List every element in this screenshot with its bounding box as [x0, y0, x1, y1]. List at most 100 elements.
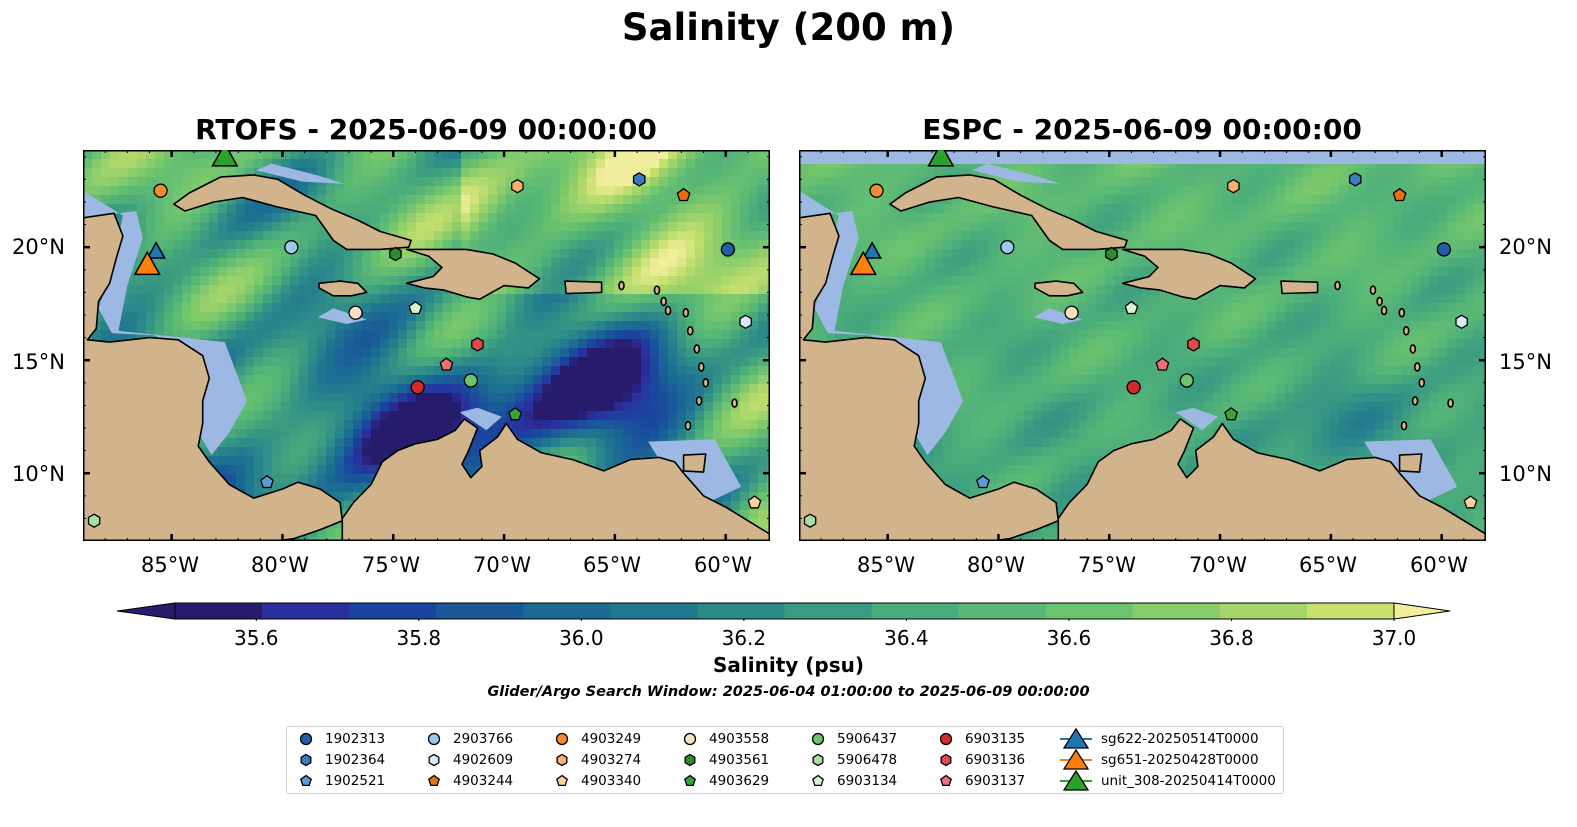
colorbar-tick-label: 36.2 [721, 626, 767, 650]
obs-marker-4903561 [389, 246, 402, 262]
obs-marker-1902521 [260, 474, 274, 489]
legend-label: 5906478 [837, 752, 898, 768]
legend-label: 4903244 [453, 773, 514, 789]
lat-tick-label: 10°N [1499, 462, 1552, 486]
colorbar-segment [958, 603, 1047, 619]
colorbar-tick-label: 36.6 [1046, 626, 1092, 650]
obs-marker-4903274 [1227, 178, 1240, 194]
espc-panel-title: ESPC - 2025-06-09 00:00:00 [922, 113, 1362, 146]
legend-marker-circle [939, 732, 953, 746]
rtofs-map[interactable] [83, 150, 770, 541]
legend-item: 5906437 [807, 729, 897, 749]
obs-marker-4903244 [676, 187, 691, 202]
lon-tick-label: 85°W [857, 553, 915, 577]
obs-marker-4902609 [1455, 314, 1468, 330]
obs-marker-6903135 [1126, 380, 1141, 395]
legend-glider-marker [1062, 749, 1090, 770]
lon-tick-label: 70°W [473, 553, 531, 577]
obs-marker-4903274 [511, 178, 524, 194]
lon-tick-label: 85°W [141, 553, 199, 577]
legend-item: 4903561 [679, 750, 769, 770]
legend-marker-pentagon [940, 774, 952, 787]
colorbar-segment [1306, 603, 1395, 619]
colorbar-tick-label: 37.0 [1371, 626, 1417, 650]
legend-label: 6903136 [965, 752, 1026, 768]
colorbar-segment [1045, 603, 1134, 619]
lon-tick-label: 65°W [1299, 553, 1357, 577]
legend-item: 2903766 [423, 729, 513, 749]
obs-marker-1902364 [632, 172, 646, 187]
legend-item: 6903137 [935, 771, 1025, 791]
legend-item: 4903558 [679, 729, 769, 749]
colorbar-tick-label: 35.8 [396, 626, 442, 650]
colorbar-segment [871, 603, 960, 619]
legend-item: 4903274 [551, 750, 641, 770]
lon-tick-label: 60°W [1410, 553, 1468, 577]
glider-marker-sg651-20250428T0000 [849, 250, 877, 276]
legend-label: 4903561 [709, 752, 770, 768]
obs-marker-6903136 [1187, 337, 1200, 352]
colorbar-segment [262, 603, 350, 619]
colorbar-tick-label: 35.6 [234, 626, 279, 650]
obs-marker-6903135 [410, 380, 425, 395]
legend-label: 6903137 [965, 773, 1026, 789]
glider-marker-sg622-20250514T0000 [146, 241, 166, 259]
lat-tick-label: 20°N [1499, 235, 1552, 259]
obs-marker-4903244 [1392, 187, 1407, 202]
legend-label: 4903558 [709, 731, 770, 747]
lon-tick-label: 75°W [362, 553, 420, 577]
glider-marker-sg622-20250514T0000 [862, 241, 882, 259]
legend-item: 6903135 [935, 729, 1025, 749]
obs-marker-4903629 [508, 407, 523, 421]
colorbar-segment [523, 603, 611, 619]
lon-tick-label: 60°W [694, 553, 752, 577]
legend-item: 1902364 [295, 750, 385, 770]
legend-item: 5906478 [807, 750, 897, 770]
colorbar-segment [349, 603, 437, 619]
lon-tick-label: 75°W [1078, 553, 1136, 577]
legend-label: 4903274 [581, 752, 642, 768]
obs-marker-1902364 [1348, 172, 1362, 187]
land-masses [83, 150, 770, 541]
legend-label: 1902364 [325, 752, 386, 768]
legend-marker-hexagon [300, 753, 312, 767]
obs-marker-5906478 [803, 513, 817, 528]
legend-marker-circle [683, 732, 697, 746]
lon-tick-label: 80°W [967, 553, 1025, 577]
land-masses [799, 150, 1486, 541]
colorbar-segment [697, 603, 785, 619]
obs-marker-6903137 [1155, 357, 1170, 371]
obs-marker-6903136 [471, 337, 484, 352]
salinity-colorbar [117, 602, 1451, 621]
colorbar-tick-label: 36.4 [884, 626, 929, 650]
lon-tick-label: 65°W [583, 553, 641, 577]
obs-marker-4903558 [1064, 305, 1079, 320]
obs-marker-5906437 [1179, 373, 1194, 388]
legend-label: unit_308-20250414T0000 [1101, 773, 1276, 789]
legend-item: sg622-20250514T0000 [1059, 728, 1259, 749]
legend-label: 4903249 [581, 731, 642, 747]
colorbar-segment [1219, 603, 1308, 619]
legend-marker-pentagon [556, 774, 568, 787]
colorbar-extend-max [1393, 602, 1451, 620]
legend-marker-hexagon [812, 753, 824, 767]
obs-marker-6903137 [439, 357, 454, 371]
lon-tick-label: 70°W [1189, 553, 1247, 577]
colorbar-extend-min [117, 602, 176, 620]
obs-marker-4903558 [348, 305, 363, 320]
obs-marker-4903629 [1224, 407, 1239, 421]
legend-label: 4902609 [453, 752, 514, 768]
obs-marker-1902313 [1436, 242, 1452, 257]
legend-item: 6903134 [807, 771, 897, 791]
legend-marker-hexagon [940, 753, 952, 767]
legend-marker-hexagon [684, 753, 696, 767]
obs-marker-1902313 [720, 242, 736, 257]
legend-label: sg622-20250514T0000 [1101, 731, 1259, 747]
espc-map[interactable] [799, 150, 1486, 541]
obs-marker-2903766 [1000, 240, 1015, 255]
obs-marker-4903340 [747, 495, 762, 509]
lat-tick-label: 15°N [12, 350, 65, 374]
glider-marker-unit_308-20250414T0000 [211, 150, 239, 167]
obs-marker-6903134 [408, 300, 423, 315]
lat-tick-label: 15°N [1499, 350, 1552, 374]
